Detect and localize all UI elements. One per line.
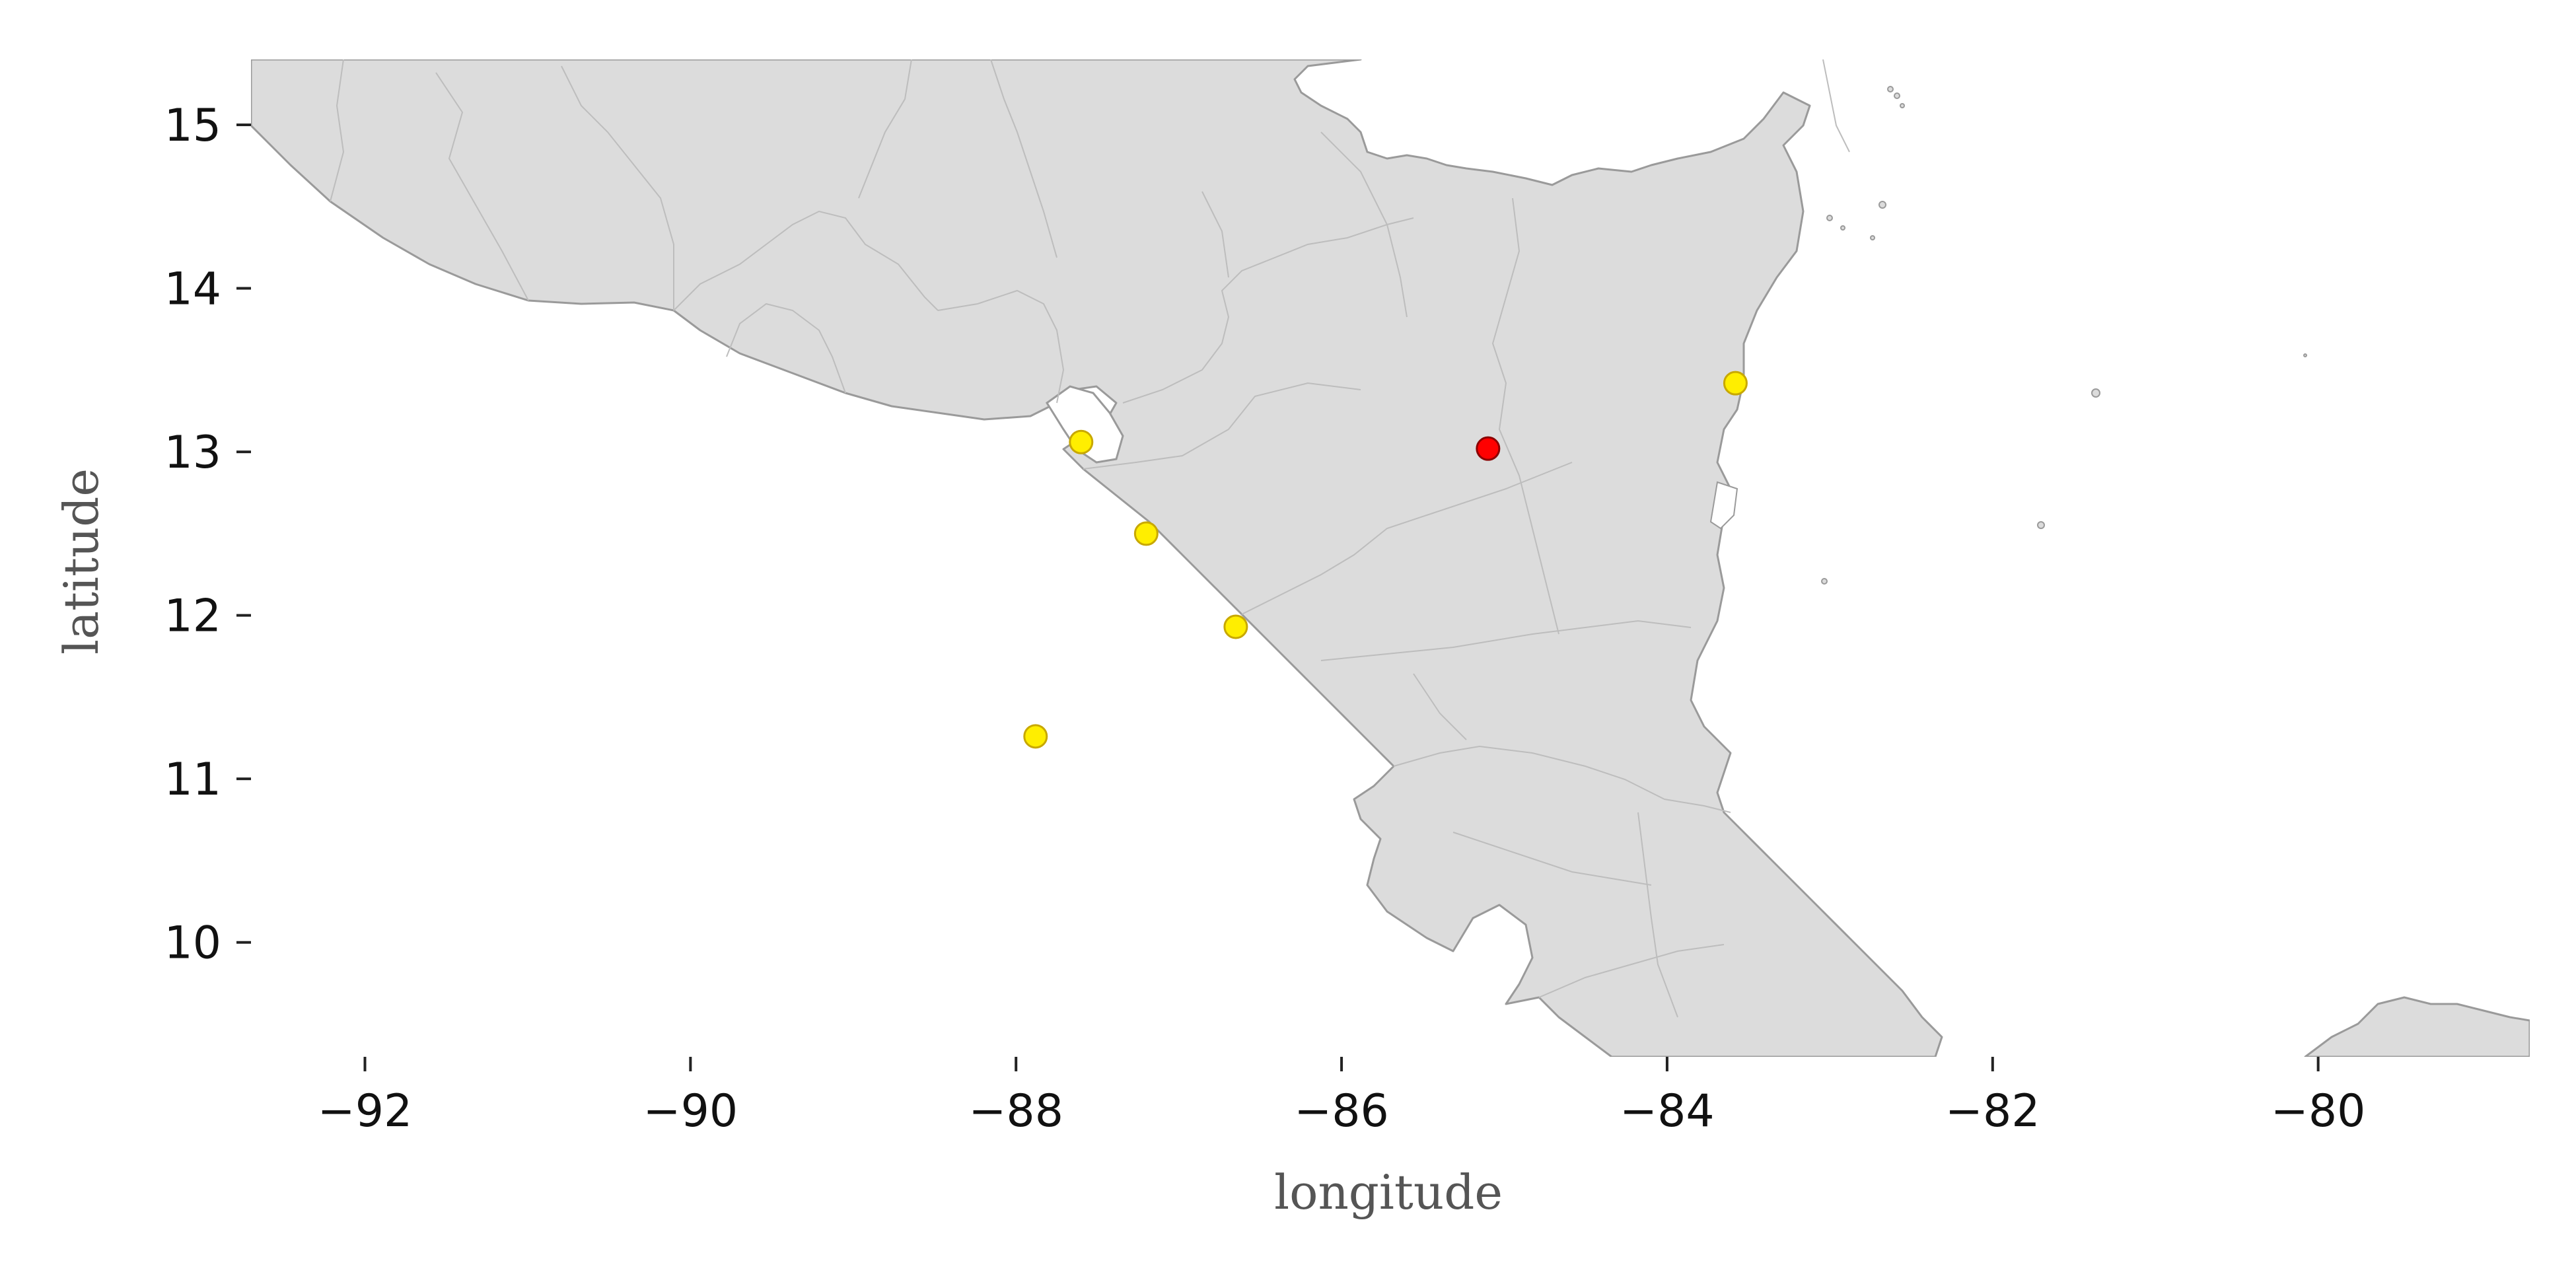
y-tick-label: 10 [164,917,221,970]
y-tick-label: 11 [164,754,221,806]
x-tick-label: −80 [2271,1085,2366,1137]
x-tick-label: −90 [643,1085,738,1137]
yellow-marker[interactable] [1023,724,1048,749]
y-tick-label: 14 [164,264,221,316]
panama-landmass [2304,996,2530,1057]
y-tick-label: 15 [164,100,221,152]
pearl-lagoon [1709,481,1738,530]
admin-boundaries [330,59,1850,1018]
yellow-marker[interactable] [1723,371,1748,396]
map-plot-area [251,59,2530,1057]
yellow-marker[interactable] [1133,521,1159,546]
central-america-landmass [251,59,1943,1057]
y-axis: 10 11 12 13 14 15 [164,100,251,970]
x-tick-label: −86 [1294,1085,1389,1137]
x-tick-label: −88 [968,1085,1063,1137]
y-tick-label: 13 [164,427,221,479]
x-axis: −92 −90 −88 −86 −84 −82 −80 [318,1057,2366,1137]
yellow-marker[interactable] [1069,429,1094,454]
y-axis-label: latitude [54,468,109,655]
yellow-marker[interactable] [1223,614,1248,639]
x-tick-label: −92 [318,1085,413,1137]
x-axis-label: longitude [1274,1164,1503,1220]
red-marker[interactable] [1476,436,1501,461]
x-tick-label: −82 [1945,1085,2040,1137]
caribbean-cays [1821,86,2307,585]
marker-layer [1023,371,1748,749]
x-tick-label: −84 [1620,1085,1715,1137]
y-tick-label: 12 [164,590,221,643]
